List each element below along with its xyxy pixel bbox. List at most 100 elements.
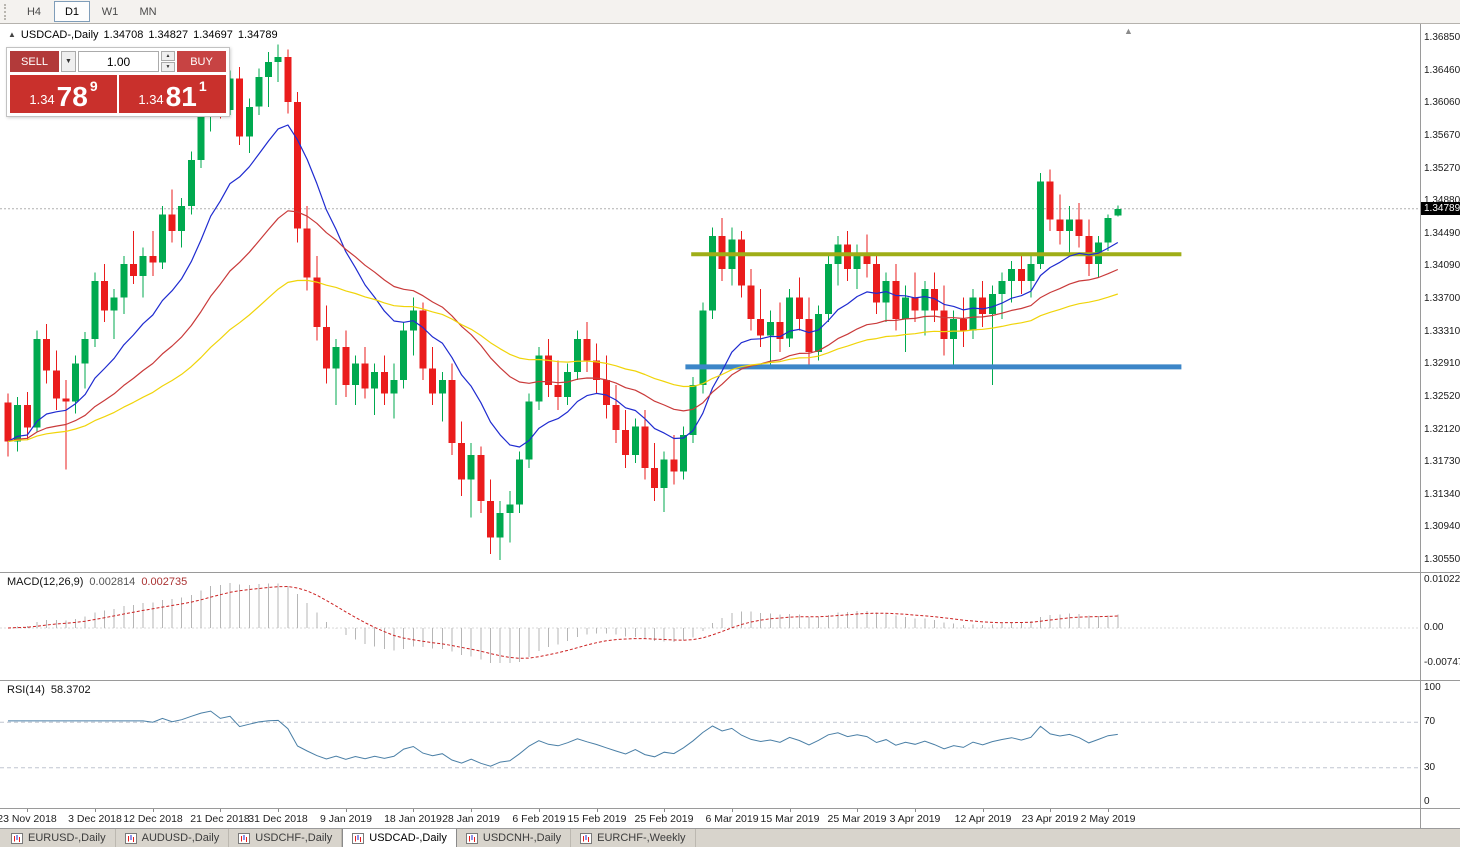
buy-quote-point: 1 — [198, 78, 207, 94]
chart-tab-label: AUDUSD-,Daily — [141, 832, 220, 844]
chart-tab-usdchf-daily[interactable]: USDCHF-,Daily — [229, 829, 343, 847]
sell-quote-point: 9 — [89, 78, 98, 94]
macd-signal-value: 0.002735 — [141, 576, 188, 588]
date-axis-label: 21 Dec 2018 — [190, 813, 250, 825]
buy-quote-prefix: 1.34 — [138, 92, 164, 107]
timeframe-button-w1[interactable]: W1 — [101, 5, 119, 18]
one-click-trading-widget: SELL ▼ ▲ ▼ BUY 1.34 78 9 1.34 — [6, 47, 230, 117]
macd-indicator-panel: MACD(12,26,9) 0.002814 0.002735 0.010229… — [0, 572, 1460, 680]
time-axis-tick — [983, 809, 984, 812]
timeframe-button-h4[interactable]: H4 — [26, 5, 42, 18]
price-axis-label: 1.31340 — [1424, 488, 1460, 500]
time-axis-tick — [539, 809, 540, 812]
macd-axis-label: 0.010229 — [1424, 574, 1460, 585]
price-axis-label: 1.32120 — [1424, 423, 1460, 435]
date-axis-label: 2 May 2019 — [1080, 813, 1136, 825]
candlestick-chart[interactable] — [0, 24, 1420, 572]
chart-tab-eurusd-daily[interactable]: EURUSD-,Daily — [2, 829, 116, 847]
chart-tab-usdcnh-daily[interactable]: USDCNH-,Daily — [457, 829, 572, 847]
chart-tab-label: USDCAD-,Daily — [369, 832, 447, 844]
volume-decrease-button[interactable]: ▼ — [161, 62, 175, 72]
price-axis-label: 1.33700 — [1424, 293, 1460, 304]
chart-shift-marker[interactable]: ▲ — [1124, 26, 1133, 36]
volume-input[interactable] — [78, 51, 159, 72]
time-axis-tick — [597, 809, 598, 812]
collapse-panel-icon[interactable]: ▲ — [8, 30, 16, 39]
ohlc-low: 1.34697 — [193, 29, 233, 41]
chart-tab-label: USDCHF-,Daily — [255, 832, 333, 844]
timeframe-toolbar: H4 D1 W1 MN — [0, 0, 1460, 24]
sell-quote-button[interactable]: 1.34 78 9 — [10, 75, 117, 113]
rsi-plot[interactable] — [0, 682, 1420, 809]
rsi-name: RSI(14) — [7, 684, 45, 696]
date-axis-label: 12 Apr 2019 — [954, 813, 1012, 825]
time-axis-tick — [664, 809, 665, 812]
price-axis-label: 1.32910 — [1424, 358, 1460, 370]
rsi-axis-label: 70 — [1424, 716, 1436, 728]
rsi-label: RSI(14) 58.3702 — [7, 684, 91, 696]
trade-widget-controls: SELL ▼ ▲ ▼ BUY — [10, 51, 226, 72]
price-axis-label: 1.34090 — [1424, 260, 1460, 272]
sell-quote-prefix: 1.34 — [29, 92, 55, 107]
price-axis[interactable]: 1.36850 1.36460 1.36060 1.35670 1.35270 1.348… — [1420, 24, 1460, 572]
timeframe-button-d1[interactable]: D1 — [54, 1, 90, 22]
time-axis-tick — [1050, 809, 1051, 812]
date-axis-label: 15 Mar 2019 — [760, 813, 820, 825]
buy-button[interactable]: BUY — [177, 51, 226, 72]
current-price-tag: 1.34789 — [1421, 202, 1460, 215]
price-axis-label: 1.36060 — [1424, 97, 1460, 109]
rsi-axis-label: 30 — [1424, 761, 1436, 773]
chart-tab-usdcad-daily[interactable]: USDCAD-,Daily — [342, 829, 457, 847]
price-axis-label: 1.31730 — [1424, 456, 1460, 468]
volume-stepper: ▲ ▼ — [161, 51, 175, 72]
chart-tab-icon — [124, 832, 137, 844]
time-axis-tick — [220, 809, 221, 812]
macd-axis[interactable]: 0.010229 0.00 -0.00747 — [1420, 573, 1460, 680]
ohlc-close: 1.34789 — [237, 29, 278, 41]
buy-quote-button[interactable]: 1.34 81 1 — [119, 75, 226, 113]
macd-plot[interactable] — [0, 574, 1420, 681]
timeframe-button-mn[interactable]: MN — [139, 5, 157, 18]
date-axis-label: 28 Jan 2019 — [442, 813, 500, 825]
chart-tab-icon — [465, 832, 478, 844]
time-axis-corner — [1420, 809, 1460, 828]
rsi-axis-label: 0 — [1424, 796, 1430, 807]
sell-button[interactable]: SELL — [10, 51, 59, 72]
toolbar-grip[interactable] — [4, 3, 10, 20]
rsi-axis[interactable]: 100 70 30 0 — [1420, 681, 1460, 808]
ohlc-open: 1.34708 — [103, 29, 144, 41]
date-axis-label: 31 Dec 2018 — [248, 813, 308, 825]
rsi-line — [8, 710, 1118, 767]
time-axis-tick — [1108, 809, 1109, 812]
price-axis-label: 1.35670 — [1424, 129, 1460, 141]
moving-average-13 — [7, 124, 1119, 448]
date-axis-label: 3 Dec 2018 — [68, 813, 122, 825]
date-axis-label: 18 Jan 2019 — [384, 813, 442, 825]
moving-average-55 — [7, 279, 1118, 443]
chart-tab-icon — [580, 832, 593, 844]
time-axis-tick — [278, 809, 279, 812]
time-axis[interactable]: 23 Nov 2018 3 Dec 2018 12 Dec 2018 21 Dec 2… — [0, 808, 1460, 828]
rsi-value: 58.3702 — [50, 684, 91, 696]
chart-tab-eurchf-weekly[interactable]: EURCHF-,Weekly — [571, 829, 696, 847]
date-axis-label: 23 Nov 2018 — [0, 813, 57, 825]
time-axis-tick — [915, 809, 916, 812]
chart-tab-icon — [352, 832, 365, 844]
sell-quote-pips: 78 — [56, 81, 88, 113]
moving-average-30 — [7, 210, 1119, 443]
price-axis-label: 1.35270 — [1424, 162, 1460, 174]
volume-dropdown-button[interactable]: ▼ — [61, 51, 76, 72]
macd-axis-label: -0.00747 — [1424, 657, 1460, 668]
chart-tab-audusd-daily[interactable]: AUDUSD-,Daily — [116, 829, 230, 847]
trade-widget-quotes: 1.34 78 9 1.34 81 1 — [10, 75, 226, 113]
chart-symbol-label: USDCAD-,Daily — [20, 29, 99, 41]
buy-quote-pips: 81 — [165, 81, 197, 113]
volume-increase-button[interactable]: ▲ — [161, 51, 175, 61]
macd-label: MACD(12,26,9) 0.002814 0.002735 — [7, 576, 187, 588]
time-axis-tick — [471, 809, 472, 812]
chevron-down-icon: ▼ — [65, 58, 72, 65]
chart-tab-bar: EURUSD-,Daily AUDUSD-,Daily USDCHF-,Daily U… — [0, 828, 1460, 847]
price-axis-label: 1.33310 — [1424, 325, 1460, 337]
time-axis-tick — [790, 809, 791, 812]
price-axis-label: 1.36850 — [1424, 32, 1460, 43]
